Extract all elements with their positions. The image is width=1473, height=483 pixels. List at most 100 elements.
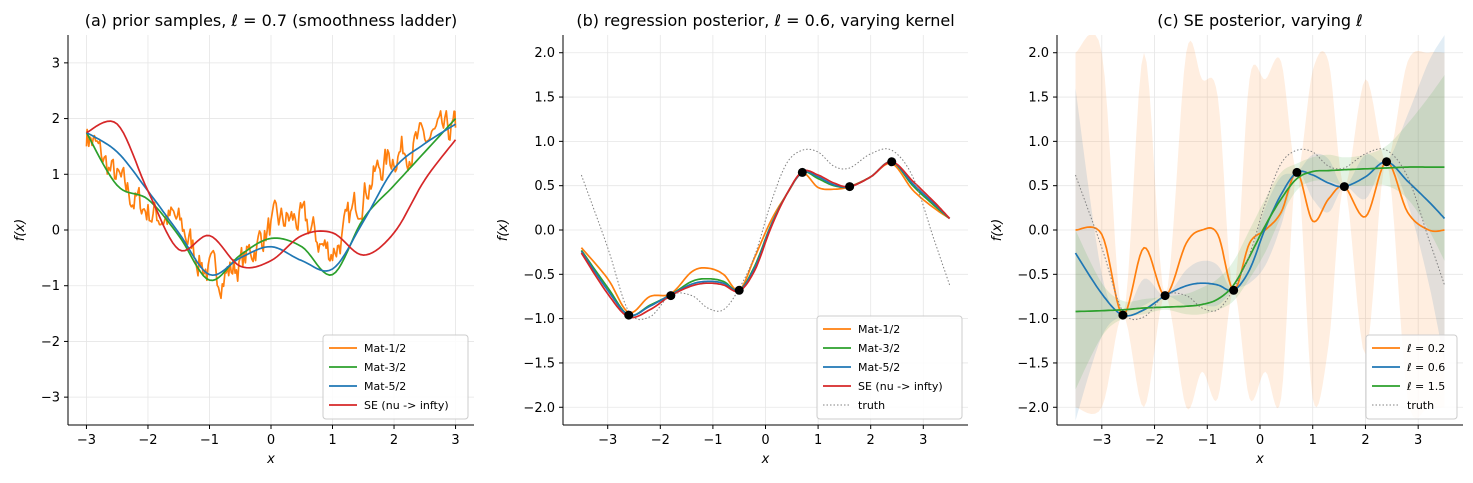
observation-point <box>1229 285 1239 295</box>
y-tick-label: 0.5 <box>534 179 555 194</box>
x-axis-label: x <box>761 452 770 467</box>
legend-box <box>322 334 469 420</box>
y-tick-label: −0.5 <box>1017 268 1049 283</box>
x-tick-label: 1 <box>328 433 336 448</box>
observation-point <box>734 285 744 295</box>
legend-label-mat-5-2: Mat-5/2 <box>858 361 900 374</box>
x-tick-label: −2 <box>138 433 157 448</box>
y-tick-label: 0.0 <box>1028 224 1049 239</box>
x-tick-label: −3 <box>1092 433 1111 448</box>
panel-a: −3 −2 −1 0 1 2 3 −3 −2 −1 0 1 2 3 (a) prior samples, ℓ… <box>13 11 474 467</box>
band-1-5 <box>1075 74 1445 390</box>
y-tick-label: −1 <box>41 279 60 294</box>
legend-label-mat-1-2: Mat-1/2 <box>858 323 900 336</box>
legend: Mat-1/2 Mat-3/2 Mat-5/2 SE (nu -> infty) <box>322 334 469 420</box>
x-tick-label: −3 <box>77 433 96 448</box>
y-tick-label: 0.0 <box>534 224 555 239</box>
x-tick-label: 3 <box>451 433 459 448</box>
plot-area <box>580 148 951 321</box>
legend-label-mat-3-2: Mat-3/2 <box>364 361 406 374</box>
y-tick-label: 0 <box>52 224 60 239</box>
legend-label-mat-1-2: Mat-1/2 <box>364 342 406 355</box>
chart-title: (a) prior samples, ℓ = 0.7 (smoothness l… <box>85 11 458 30</box>
y-axis-label: f(x) <box>990 219 1005 241</box>
x-tick-label: −3 <box>598 433 617 448</box>
series-line-se-nu-infty <box>580 160 951 319</box>
chart-title: (c) SE posterior, varying ℓ <box>1157 11 1362 30</box>
legend-label-truth: truth <box>858 399 885 412</box>
series-line-se-nu-infty <box>86 120 457 269</box>
x-tick-label: −1 <box>1198 433 1217 448</box>
x-tick-label: 2 <box>1361 433 1369 448</box>
observation-point <box>797 167 807 177</box>
series-line-mat-1-2 <box>85 110 457 300</box>
legend: ℓ = 0.2 ℓ = 0.6 ℓ = 1.5 truth <box>1365 334 1458 420</box>
observation-point <box>624 310 634 320</box>
y-tick-label: 1.0 <box>534 135 555 150</box>
observation-point <box>1339 182 1349 192</box>
observation-point <box>845 182 855 192</box>
x-tick-label: 0 <box>1256 433 1264 448</box>
observation-point <box>1382 157 1392 167</box>
x-tick-label: 0 <box>761 433 769 448</box>
y-tick-label: 2.0 <box>1028 46 1049 61</box>
y-tick-label: −2.0 <box>1017 401 1049 416</box>
y-tick-label: −3 <box>41 391 60 406</box>
x-tick-label: −1 <box>703 433 722 448</box>
x-axis-label: x <box>1255 452 1264 467</box>
y-tick-label: −1.0 <box>1017 312 1049 327</box>
legend-box <box>1365 334 1458 420</box>
legend-label-1-5: ℓ = 1.5 <box>1406 380 1445 393</box>
chart-title: (b) regression posterior, ℓ = 0.6, varyi… <box>576 11 954 30</box>
observation-point <box>1292 167 1302 177</box>
y-tick-label: 0.5 <box>1028 179 1049 194</box>
y-axis-label: f(x) <box>496 219 511 241</box>
x-tick-label: 1 <box>1309 433 1317 448</box>
y-tick-label: 3 <box>52 56 60 71</box>
x-tick-label: 3 <box>1414 433 1422 448</box>
legend: Mat-1/2 Mat-3/2 Mat-5/2 SE (nu -> infty) tru… <box>816 315 963 420</box>
y-tick-label: −1.5 <box>1017 356 1049 371</box>
x-tick-label: 0 <box>267 433 275 448</box>
legend-label-mat-3-2: Mat-3/2 <box>858 342 900 355</box>
legend-label-se-nu-infty: SE (nu -> infty) <box>364 399 449 412</box>
x-tick-label: 2 <box>867 433 875 448</box>
panel-c: −3 −2 −1 0 1 2 3 −2.0 −1.5 −1.0 −0.5 0.0 0.5 1.0 1.5 2.… <box>990 11 1463 467</box>
y-tick-label: −2 <box>41 335 60 350</box>
series-line-truth <box>580 148 951 321</box>
plot-area <box>85 110 457 300</box>
observation-point <box>666 291 676 301</box>
legend-label-0-6: ℓ = 0.6 <box>1406 361 1445 374</box>
x-tick-label: −2 <box>651 433 670 448</box>
observation-point <box>887 157 897 167</box>
band-0-2 <box>1075 35 1445 419</box>
y-tick-label: −1.0 <box>523 312 555 327</box>
y-tick-label: 1 <box>52 168 60 183</box>
y-tick-label: 2 <box>52 112 60 127</box>
x-axis-label: x <box>266 452 275 467</box>
y-tick-label: −2.0 <box>523 401 555 416</box>
plot-area <box>1074 35 1446 421</box>
x-tick-label: 2 <box>390 433 398 448</box>
legend-label-se-nu-infty: SE (nu -> infty) <box>858 380 943 393</box>
observation-point <box>1160 291 1170 301</box>
y-axis-label: f(x) <box>13 219 28 241</box>
legend-label-mat-5-2: Mat-5/2 <box>364 380 406 393</box>
observation-point <box>1118 310 1128 320</box>
band-0-6 <box>1075 35 1445 421</box>
series-line-truth <box>1075 148 1445 321</box>
x-tick-label: −1 <box>200 433 219 448</box>
y-tick-label: −1.5 <box>523 356 555 371</box>
legend-label-0-2: ℓ = 0.2 <box>1406 342 1445 355</box>
x-tick-label: −2 <box>1145 433 1164 448</box>
legend-box <box>816 315 963 420</box>
y-tick-label: 1.5 <box>1028 91 1049 106</box>
series-line-0-6 <box>1074 160 1446 317</box>
series-line-1-5 <box>1075 166 1445 313</box>
legend-label-truth: truth <box>1407 399 1434 412</box>
series-line-mat-3-2 <box>85 118 457 282</box>
panel-b: −3 −2 −1 0 1 2 3 −2.0 −1.5 −1.0 −0.5 0.0 0.5 1.0 1.5 2.… <box>496 11 968 467</box>
y-tick-label: 1.5 <box>534 91 555 106</box>
y-tick-label: −0.5 <box>523 268 555 283</box>
